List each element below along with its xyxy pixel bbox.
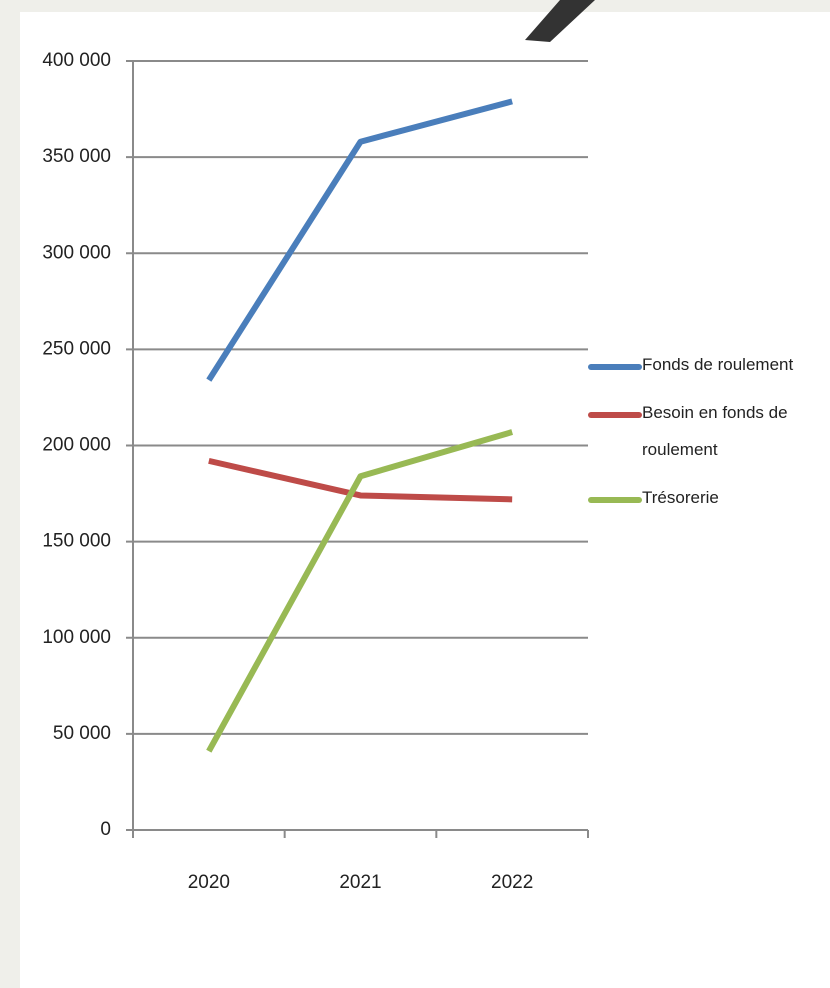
legend-swatch (588, 364, 642, 370)
y-tick-label: 150 000 (42, 531, 111, 552)
y-tick-label: 200 000 (42, 435, 111, 456)
x-tick-label: 2022 (491, 872, 533, 893)
x-tick-label: 2020 (188, 872, 230, 893)
y-tick-label: 300 000 (42, 242, 111, 263)
x-tick-label: 2021 (339, 872, 381, 893)
y-tick-label: 350 000 (42, 146, 111, 167)
decoration (525, 0, 595, 42)
y-tick-label: 50 000 (53, 723, 111, 744)
legend-entry: Besoin en fonds de roulement (588, 403, 828, 468)
page: 0 50 000 100 000 150 000 200 000 250 000 300 0… (0, 0, 830, 988)
series-line (209, 101, 512, 380)
legend-label: Trésorerie (642, 479, 802, 516)
series-line (209, 432, 512, 751)
y-tick-label: 250 000 (42, 338, 111, 359)
legend-entry: Fonds de roulement (588, 355, 828, 383)
legend-entry: Trésorerie (588, 488, 828, 516)
legend: Fonds de roulement Besoin en fonds de rou… (588, 355, 828, 536)
y-tick-label: 400 000 (42, 50, 111, 71)
legend-swatch (588, 412, 642, 418)
legend-swatch (588, 497, 642, 503)
legend-label: Besoin en fonds de roulement (642, 394, 802, 468)
y-tick-label: 100 000 (42, 627, 111, 648)
legend-label: Fonds de roulement (642, 346, 802, 383)
y-tick-label: 0 (100, 819, 111, 840)
